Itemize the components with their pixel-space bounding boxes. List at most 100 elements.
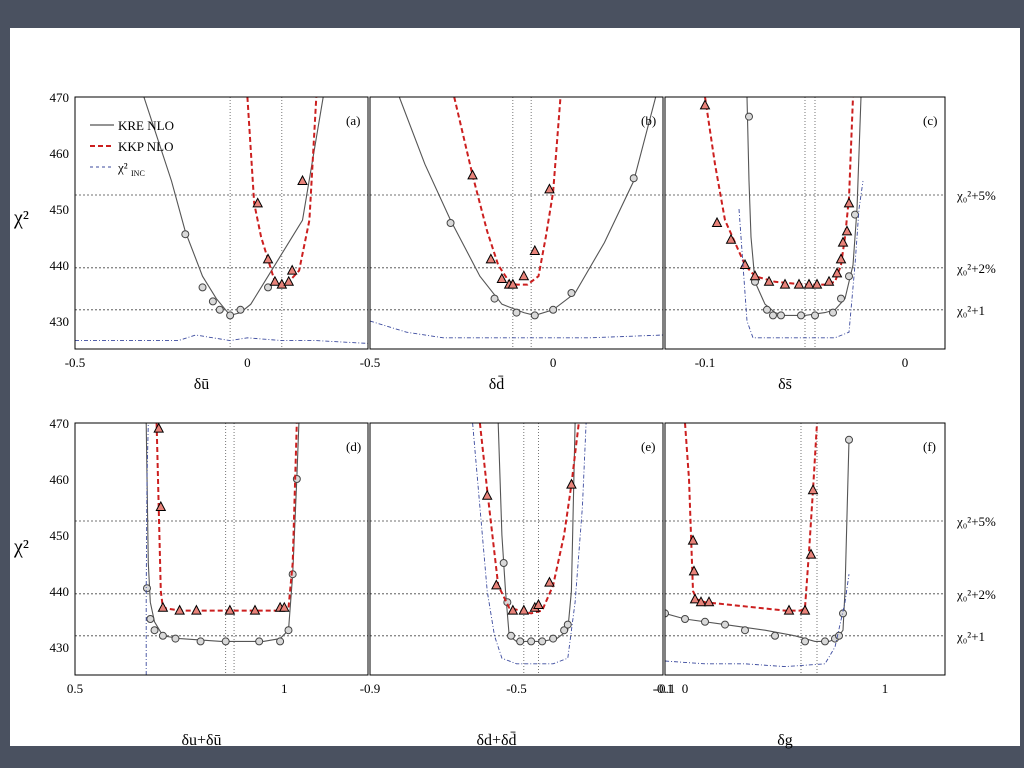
kkp-data-point — [174, 604, 185, 615]
kre-data-point — [150, 626, 159, 635]
kre-data-point — [745, 112, 753, 121]
panels-group: (a) 430 440 450 460 470 -0.5 0 δū (b) -0.5 0 δd̄ (c) -… — [50, 90, 997, 749]
kkp-data-point — [491, 579, 502, 590]
kkp-data-point — [831, 267, 843, 278]
kre-data-point — [681, 615, 689, 623]
kkp-data-point — [805, 548, 817, 559]
figure-background — [10, 28, 1020, 746]
y-axis-label-bottom: χ² — [13, 536, 29, 558]
kre-data-point — [146, 615, 155, 623]
x-tick-label: -0.5 — [360, 355, 381, 370]
kre-data-point — [769, 311, 777, 320]
x-tick-label: 1 — [882, 681, 889, 696]
kkp-data-point — [269, 275, 281, 286]
kkp-data-point — [689, 593, 701, 604]
kre-data-point — [196, 637, 205, 646]
kkp-data-point — [507, 278, 519, 289]
y-tick-label: 460 — [50, 146, 70, 161]
kre-data-point — [851, 210, 859, 219]
series-line-kkpnlo — [453, 97, 562, 286]
kkp-data-point — [725, 233, 737, 244]
kre-data-point — [215, 305, 224, 314]
series-group — [665, 423, 853, 668]
kkp-data-point — [837, 236, 849, 247]
y-tick-label: 440 — [50, 258, 70, 273]
panel-2: (b) -0.5 0 δd̄ — [360, 96, 664, 393]
y-tick-label: 450 — [50, 202, 70, 217]
panel-frame — [369, 96, 664, 350]
threshold-label: χ₀²+5% — [956, 514, 996, 529]
kre-data-point — [829, 308, 837, 317]
panel-letter: (e) — [641, 439, 655, 454]
kkp-data-point — [518, 270, 530, 281]
kre-data-point — [777, 311, 785, 320]
threshold-label: χ₀²+1 — [956, 303, 985, 318]
kkp-data-point — [811, 278, 823, 289]
kkp-data-point — [544, 183, 555, 194]
panel-frame — [369, 422, 664, 676]
x-axis-title: δd̄ — [489, 375, 505, 393]
y-tick-label: 450 — [50, 528, 70, 543]
kre-data-point — [208, 297, 217, 306]
kkp-data-point — [262, 253, 274, 264]
x-axis-title: δū — [194, 376, 210, 393]
y-tick-label: 430 — [50, 314, 70, 329]
panel-6: (f) -0.1 0 1 δg χ₀²+5% χ₀²+2% χ₀²+1 — [655, 422, 996, 749]
kkp-data-point — [703, 596, 715, 607]
kkp-data-point — [252, 197, 264, 208]
kre-data-point — [721, 620, 729, 629]
panel-frame — [74, 422, 369, 676]
kre-data-point — [701, 617, 709, 626]
x-tick-label: -0.1 — [695, 355, 716, 370]
y-tick-label: 440 — [50, 584, 70, 599]
kkp-data-point — [496, 272, 508, 283]
kkp-data-point — [518, 604, 530, 615]
panel-4: (d) 430 440 450 460 470 0.5 1 δu+δū — [50, 416, 369, 749]
series-line-kkpnlo — [155, 423, 298, 612]
kkp-data-point — [529, 244, 541, 255]
series-line-inc — [665, 574, 850, 668]
kre-data-point — [845, 272, 853, 281]
x-tick-label: -0.5 — [506, 681, 527, 696]
kre-data-point — [512, 308, 521, 317]
series-line-inc — [472, 423, 587, 665]
kkp-data-point — [711, 216, 723, 227]
kre-data-point — [801, 637, 809, 646]
kre-data-point — [221, 637, 230, 646]
kre-data-point — [845, 435, 853, 444]
x-tick-label: 0 — [682, 681, 689, 696]
kkp-data-point — [157, 601, 169, 612]
x-tick-label: -0.1 — [655, 681, 676, 696]
panel-letter: (c) — [923, 113, 937, 128]
x-tick-label: 0.5 — [67, 681, 83, 696]
kre-data-point — [255, 637, 264, 646]
legend-kre-label: KRE NLO — [118, 118, 174, 133]
kkp-data-point — [687, 534, 699, 545]
kre-data-point — [567, 289, 576, 297]
x-axis-title: δu+δū — [181, 732, 221, 749]
panel-frame — [664, 96, 946, 350]
kre-data-point — [516, 637, 525, 646]
series-line-krenlo — [143, 97, 324, 317]
x-tick-label: 0 — [902, 355, 909, 370]
series-line-kkpnlo — [684, 423, 818, 612]
series-line-kkpnlo — [246, 97, 318, 286]
kre-data-point — [499, 559, 508, 567]
series-line-kkpnlo — [704, 97, 854, 286]
y-tick-label: 460 — [50, 472, 70, 487]
kkp-data-point — [191, 604, 202, 615]
kkp-data-point — [507, 604, 519, 615]
legend-inc-subscript: INC — [131, 169, 145, 178]
kkp-data-point — [803, 278, 815, 289]
series-group — [142, 423, 301, 675]
kkp-data-point — [779, 278, 791, 289]
kre-data-point — [835, 631, 843, 640]
kkp-data-point — [533, 598, 544, 609]
threshold-label: χ₀²+2% — [956, 261, 996, 276]
x-tick-label: 1 — [281, 681, 288, 696]
kkp-data-point — [485, 253, 497, 264]
x-tick-label: -0.1 — [653, 681, 674, 696]
kkp-data-point — [286, 264, 298, 275]
kkp-data-point — [276, 278, 288, 289]
legend-inc-label: χ² — [117, 160, 128, 175]
